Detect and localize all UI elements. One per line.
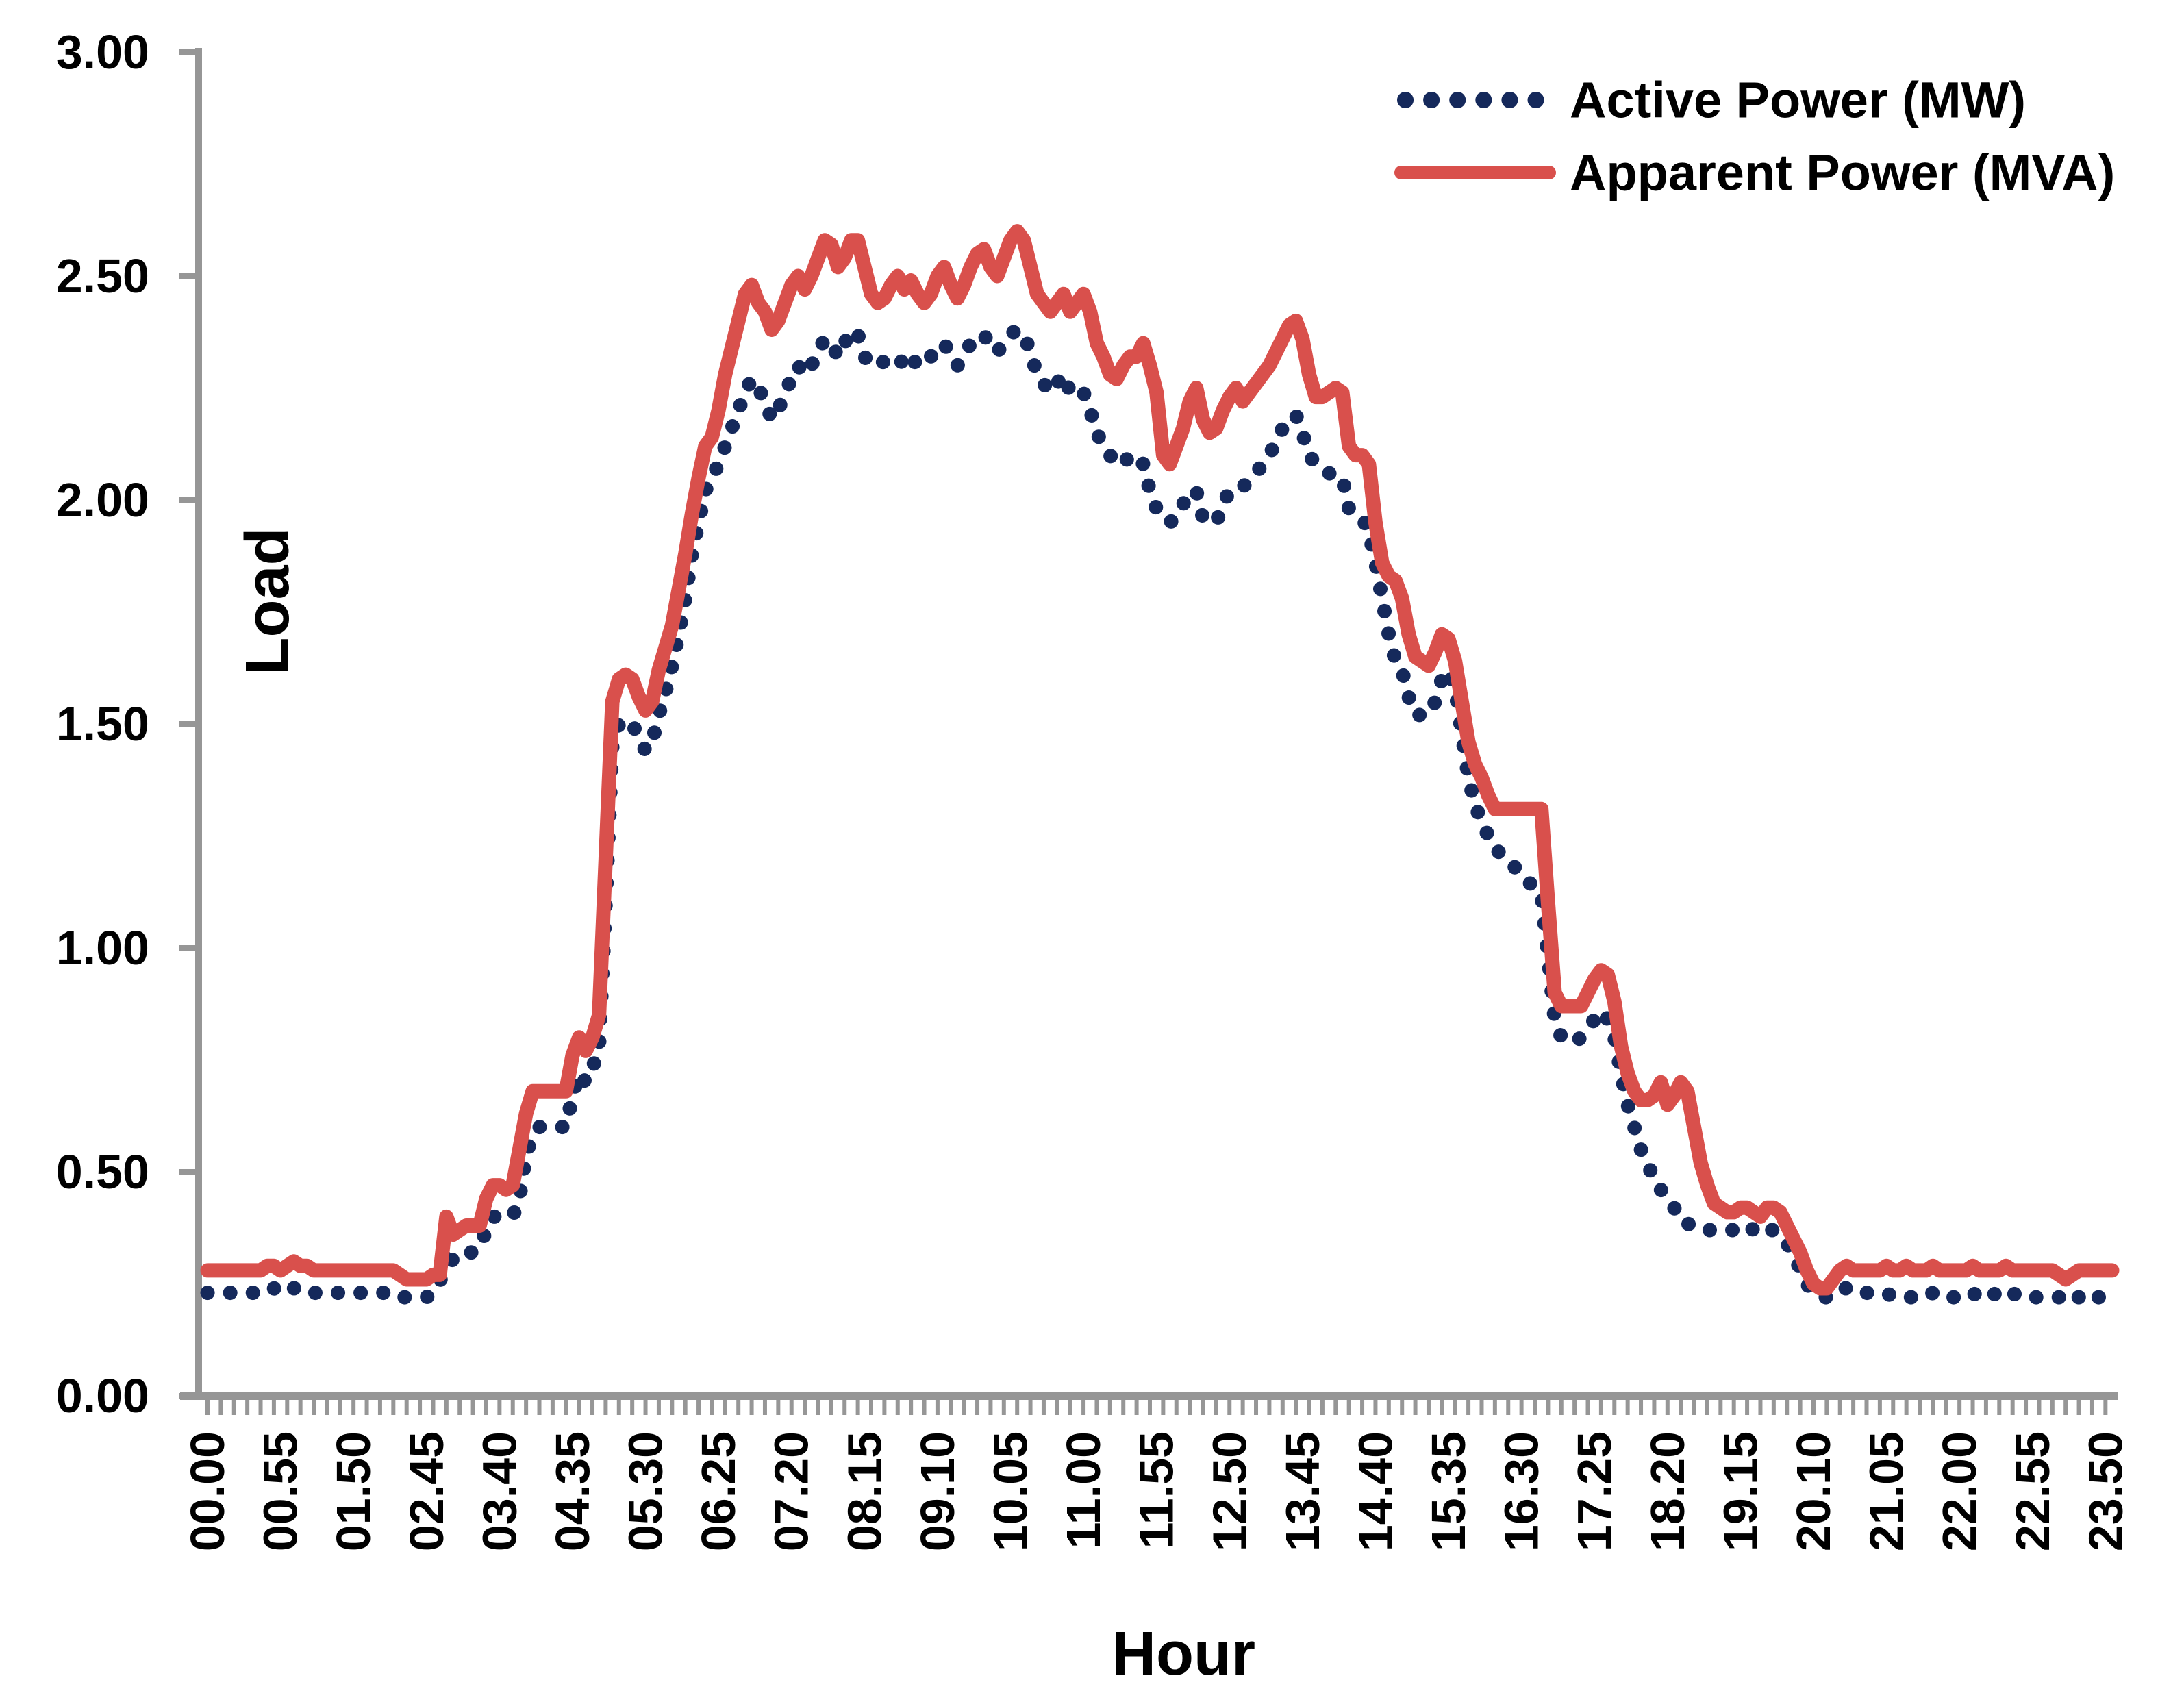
axes [179, 48, 2118, 1415]
x-tick-label: 13.45 [1276, 1431, 1329, 1551]
x-tick-label: 20.10 [1787, 1431, 1840, 1551]
y-tick-label: 0.00 [56, 1369, 149, 1423]
x-tick-label: 07.20 [765, 1431, 818, 1551]
y-tick-label: 1.50 [56, 697, 149, 751]
series-lines [200, 224, 2120, 1310]
x-tick-label: 05.30 [619, 1431, 673, 1551]
x-tick-label: 01.50 [327, 1431, 380, 1551]
y-tick-label: 0.50 [56, 1145, 149, 1199]
x-tick-label: 22.00 [1933, 1431, 1986, 1551]
y-axis-title: Load [234, 528, 302, 675]
x-tick-labels: 00.00 00.55 01.50 02.45 03.40 04.35 05.30 06.25… [181, 1431, 2132, 1551]
x-tick-label: 22.55 [2006, 1431, 2059, 1551]
x-tick-label: 06.25 [692, 1431, 745, 1551]
x-tick-label: 02.45 [400, 1431, 453, 1551]
y-tick-label: 2.00 [56, 473, 149, 527]
x-tick-label: 00.00 [181, 1431, 234, 1551]
x-tick-label: 00.55 [254, 1431, 307, 1551]
x-tick-label: 09.10 [911, 1431, 964, 1551]
x-tick-label: 21.05 [1860, 1431, 1913, 1551]
x-tick-label: 15.35 [1422, 1431, 1475, 1551]
legend-label-apparent: Apparent Power (MVA) [1570, 145, 2115, 201]
x-tick-label: 18.20 [1641, 1431, 1694, 1551]
active-power-line [200, 323, 2120, 1310]
x-tick-label: 12.50 [1203, 1431, 1256, 1551]
x-tick-label: 19.15 [1714, 1431, 1767, 1551]
legend: Active Power (MW) Apparent Power (MVA) [1394, 72, 2115, 201]
x-tick-label: 11.55 [1130, 1431, 1183, 1549]
x-tick-label: 17.25 [1568, 1431, 1621, 1551]
y-tick-label: 2.50 [56, 249, 149, 303]
apparent-power-line [200, 224, 2120, 1296]
y-tick-label: 3.00 [56, 25, 149, 79]
x-tick-label: 14.40 [1348, 1431, 1402, 1551]
x-tick-label: 03.40 [473, 1431, 526, 1551]
x-tick-label: 04.35 [546, 1431, 599, 1551]
y-tick-label: 1.00 [56, 921, 149, 975]
x-tick-label: 16.30 [1495, 1431, 1548, 1551]
x-tick-label: 10.05 [983, 1431, 1037, 1551]
x-tick-label: 08.15 [838, 1431, 891, 1551]
x-tick-label: 11.00 [1057, 1431, 1110, 1549]
x-tick-label: 23.50 [2079, 1431, 2132, 1551]
x-axis-title: Hour [1112, 1620, 1255, 1688]
y-tick-labels: 0.00 0.50 1.00 1.50 2.00 2.50 3.00 [56, 25, 149, 1423]
legend-label-active: Active Power (MW) [1570, 72, 2026, 129]
